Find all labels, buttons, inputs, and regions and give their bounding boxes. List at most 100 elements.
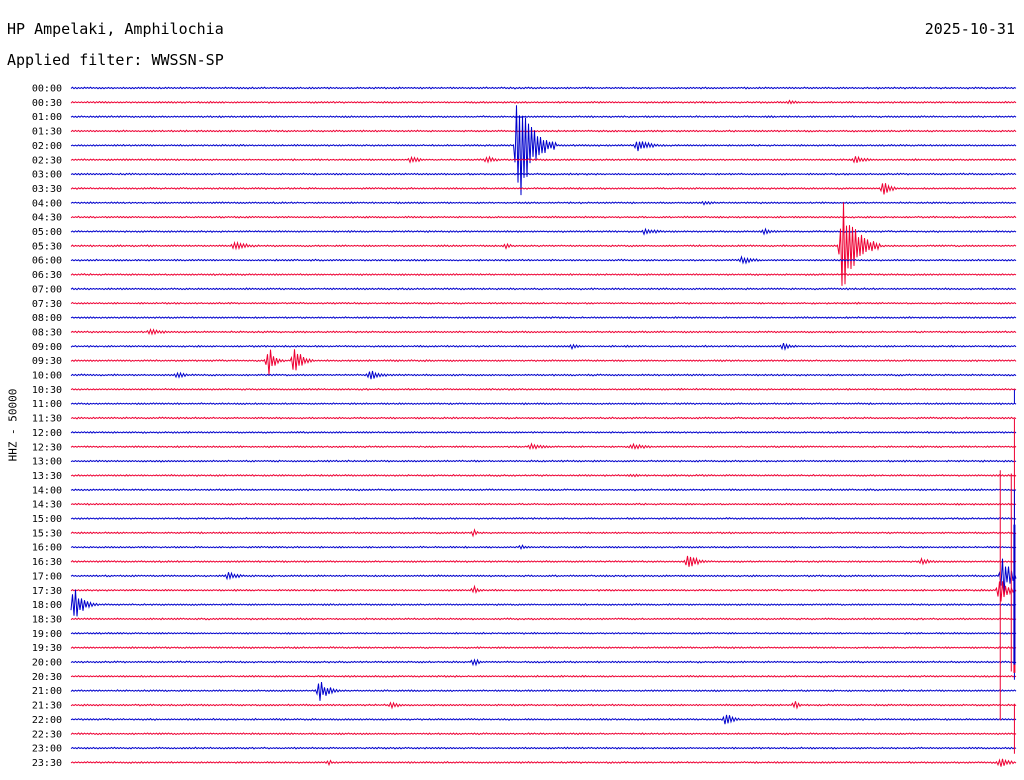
- trace-line: [70, 99, 1017, 105]
- trace-line: [70, 202, 1017, 286]
- trace-line: [70, 172, 1017, 176]
- row-label: 11:00: [32, 399, 62, 410]
- row-label: 08:30: [32, 327, 62, 338]
- trace-line: [70, 105, 1017, 196]
- trace-line: [70, 227, 1017, 236]
- row-label: 16:30: [32, 557, 62, 568]
- row-label: 11:30: [32, 414, 62, 425]
- row-label: 18:30: [32, 614, 62, 625]
- trace-line: [70, 558, 1017, 596]
- trace-line: [70, 581, 1017, 602]
- row-label: 20:30: [32, 672, 62, 683]
- trace-line: [70, 758, 1017, 767]
- row-label: 09:30: [32, 356, 62, 367]
- trace-line: [70, 714, 1017, 725]
- trace-line: [70, 327, 1017, 336]
- trace-line: [70, 674, 1017, 678]
- row-label: 14:00: [32, 485, 62, 496]
- row-label: 09:00: [32, 342, 62, 353]
- row-label: 21:30: [32, 701, 62, 712]
- trace-line: [70, 746, 1017, 750]
- trace-line: [70, 215, 1017, 219]
- trace-line: [70, 459, 1017, 463]
- row-label: 19:00: [32, 629, 62, 640]
- row-label: 22:30: [32, 729, 62, 740]
- row-label: 00:00: [32, 84, 62, 95]
- trace-line: [70, 617, 1017, 621]
- trace-line: [70, 646, 1017, 650]
- row-label: 21:00: [32, 686, 62, 697]
- trace-line: [70, 416, 1017, 420]
- row-label: 19:30: [32, 643, 62, 654]
- trace-line: [70, 589, 1017, 617]
- row-label: 10:00: [32, 371, 62, 382]
- trace-line: [70, 658, 1017, 667]
- trace-line: [70, 732, 1017, 736]
- row-label: 16:00: [32, 543, 62, 554]
- trace-line: [70, 402, 1017, 406]
- trace-line: [70, 342, 1017, 352]
- trace-line: [70, 315, 1017, 320]
- row-label: 03:30: [32, 184, 62, 195]
- row-label: 04:30: [32, 213, 62, 224]
- trace-line: [70, 528, 1017, 538]
- row-label: 01:00: [32, 112, 62, 123]
- row-label: 03:00: [32, 170, 62, 181]
- row-label: 20:00: [32, 658, 62, 669]
- trace-line: [70, 473, 1017, 478]
- trace-line: [70, 387, 1017, 391]
- trace-line: [70, 115, 1017, 119]
- row-label: 02:00: [32, 141, 62, 152]
- row-label: 04:00: [32, 198, 62, 209]
- date-label: 2025-10-31: [924, 20, 1015, 38]
- trace-line: [70, 631, 1017, 635]
- trace-line: [70, 183, 1017, 195]
- row-label: 17:30: [32, 586, 62, 597]
- trace-line: [70, 701, 1017, 710]
- row-label: 00:30: [32, 98, 62, 109]
- row-label: 12:30: [32, 442, 62, 453]
- trace-line: [70, 555, 1017, 567]
- station-title: HP Ampelaki, Amphilochia: [7, 20, 224, 38]
- row-label: 12:00: [32, 428, 62, 439]
- trace-line: [70, 287, 1017, 291]
- row-label: 14:30: [32, 500, 62, 511]
- row-label: 23:00: [32, 744, 62, 755]
- row-label: 22:00: [32, 715, 62, 726]
- trace-line: [70, 488, 1017, 492]
- trace-line: [70, 255, 1017, 265]
- row-label: 18:00: [32, 600, 62, 611]
- trace-line: [70, 370, 1017, 380]
- row-label: 10:30: [32, 385, 62, 396]
- trace-line: [70, 155, 1017, 164]
- row-label: 13:30: [32, 471, 62, 482]
- row-label: 01:30: [32, 127, 62, 138]
- trace-line: [70, 349, 1017, 375]
- row-label: 08:00: [32, 313, 62, 324]
- row-label: 05:30: [32, 241, 62, 252]
- row-label: 06:00: [32, 256, 62, 267]
- row-label: 15:30: [32, 528, 62, 539]
- row-label: 23:30: [32, 758, 62, 769]
- trace-line: [70, 502, 1017, 506]
- row-label: 17:00: [32, 571, 62, 582]
- trace-line: [70, 86, 1017, 90]
- trace-line: [70, 430, 1017, 435]
- trace-line: [70, 200, 1017, 206]
- filter-label: Applied filter: WWSSN-SP: [7, 51, 224, 69]
- row-label: 07:00: [32, 284, 62, 295]
- trace-line: [70, 272, 1017, 277]
- row-label: 02:30: [32, 155, 62, 166]
- trace-line: [70, 681, 1017, 701]
- row-label: 06:30: [32, 270, 62, 281]
- trace-line: [70, 301, 1017, 305]
- row-label: 07:30: [32, 299, 62, 310]
- trace-line: [70, 442, 1017, 450]
- row-label: 05:00: [32, 227, 62, 238]
- trace-line: [70, 129, 1017, 133]
- trace-line: [70, 544, 1017, 550]
- trace-line: [70, 516, 1017, 521]
- row-label: 13:00: [32, 457, 62, 468]
- row-label: 15:00: [32, 514, 62, 525]
